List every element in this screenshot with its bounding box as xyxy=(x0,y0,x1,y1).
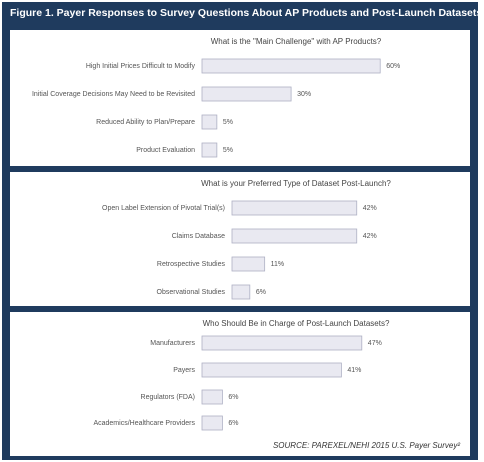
value-label: 6% xyxy=(228,394,238,401)
category-label: Reduced Ability to Plan/Prepare xyxy=(96,119,195,126)
bar xyxy=(201,362,342,378)
figure-title: Figure 1. Payer Responses to Survey Ques… xyxy=(10,7,482,19)
category-label: Academics/Healthcare Providers xyxy=(93,420,195,427)
source: SOURCE: PAREXEL/NEHI 2015 U.S. Payer Sur… xyxy=(273,441,460,450)
bar xyxy=(231,228,358,244)
value-label: 6% xyxy=(228,420,238,427)
category-label: High Initial Prices Difficult to Modify xyxy=(86,63,196,70)
value-label: 11% xyxy=(271,261,285,268)
value-label: 47% xyxy=(368,340,382,347)
panel xyxy=(10,312,470,456)
category-label: Manufacturers xyxy=(150,340,195,347)
value-label: 5% xyxy=(223,119,233,126)
category-label: Initial Coverage Decisions May Need to b… xyxy=(32,91,195,98)
value-label: 30% xyxy=(297,91,311,98)
panel-title: Who Should Be in Charge of Post-Launch D… xyxy=(203,319,390,328)
category-label: Observational Studies xyxy=(157,289,226,296)
category-label: Open Label Extension of Pivotal Trial(s) xyxy=(102,205,225,212)
value-label: 42% xyxy=(363,233,377,240)
bar xyxy=(201,389,223,405)
bar xyxy=(201,58,381,74)
bar xyxy=(201,114,218,130)
bar xyxy=(201,142,218,158)
category-label: Claims Database xyxy=(172,233,225,240)
bar xyxy=(231,256,266,272)
category-label: Payers xyxy=(173,367,195,374)
panel-title: What is the "Main Challenge" with AP Pro… xyxy=(211,37,382,46)
bar xyxy=(231,200,358,216)
bar xyxy=(201,86,292,102)
category-label: Retrospective Studies xyxy=(157,261,226,268)
value-label: 60% xyxy=(386,63,400,70)
value-label: 41% xyxy=(347,367,361,374)
category-label: Product Evaluation xyxy=(136,147,195,154)
value-label: 5% xyxy=(223,147,233,154)
value-label: 42% xyxy=(363,205,377,212)
category-label: Regulators (FDA) xyxy=(141,394,195,401)
panel-title: What is your Preferred Type of Dataset P… xyxy=(201,179,391,188)
bar xyxy=(231,284,251,300)
value-label: 6% xyxy=(256,289,266,296)
bar xyxy=(201,415,223,431)
bar xyxy=(201,335,363,351)
